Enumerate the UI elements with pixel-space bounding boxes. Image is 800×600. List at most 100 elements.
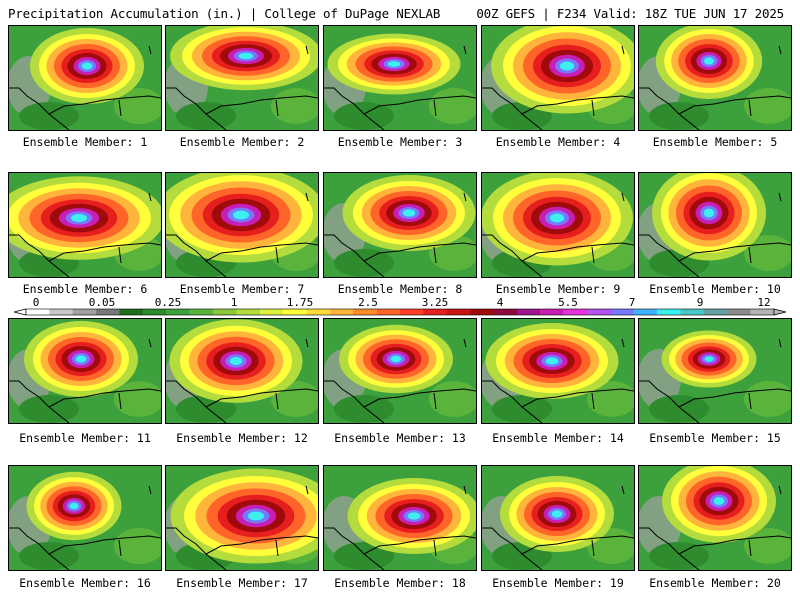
precip-map bbox=[482, 466, 634, 570]
ensemble-member-label: Ensemble Member: 12 bbox=[176, 431, 308, 445]
colorbar-right-arrow bbox=[773, 308, 787, 316]
ensemble-member-label: Ensemble Member: 11 bbox=[19, 431, 151, 445]
ensemble-member-panel bbox=[638, 25, 792, 131]
ensemble-member-panel bbox=[481, 25, 635, 131]
precip-map bbox=[324, 466, 476, 570]
colorbar-swatch bbox=[563, 309, 588, 315]
ensemble-member-panel bbox=[8, 172, 162, 278]
ensemble-member-label: Ensemble Member: 14 bbox=[492, 431, 624, 445]
ensemble-member-label: Ensemble Member: 17 bbox=[176, 576, 308, 590]
colorbar-swatch bbox=[329, 309, 354, 315]
colorbar-swatch bbox=[587, 309, 611, 315]
colorbar-tick-label: 5.5 bbox=[558, 296, 578, 309]
ensemble-member-panel bbox=[481, 465, 635, 571]
ensemble-member-panel bbox=[323, 25, 477, 131]
precip-map bbox=[482, 173, 634, 277]
precip-map bbox=[166, 466, 318, 570]
colorbar-tick-label: 0.05 bbox=[89, 296, 116, 309]
ensemble-member-label: Ensemble Member: 1 bbox=[22, 135, 148, 149]
colorbar-tick-label: 1 bbox=[231, 296, 238, 309]
ensemble-member-panel bbox=[638, 172, 792, 278]
precip-map bbox=[482, 26, 634, 130]
colorbar-swatch bbox=[142, 309, 167, 315]
ensemble-member-panel bbox=[8, 25, 162, 131]
precip-map bbox=[482, 319, 634, 423]
ensemble-member-panel bbox=[481, 318, 635, 424]
ensemble-member-label: Ensemble Member: 7 bbox=[179, 282, 305, 296]
precip-colorbar: 0 0.05 0.25 1 1.75 2.5 3.25 4 5.5 7 9 12 bbox=[13, 296, 787, 316]
precip-map bbox=[9, 466, 161, 570]
ensemble-member-label: Ensemble Member: 8 bbox=[337, 282, 463, 296]
colorbar-tick-label: 0 bbox=[33, 296, 40, 309]
ensemble-member-panel bbox=[323, 318, 477, 424]
ensemble-member-label: Ensemble Member: 13 bbox=[334, 431, 466, 445]
ensemble-member-panel bbox=[165, 25, 319, 131]
model-valid-time: 00Z GEFS | F234 Valid: 18Z TUE JUN 17 20… bbox=[476, 6, 784, 21]
colorbar-swatch bbox=[259, 309, 284, 315]
precip-map bbox=[166, 173, 318, 277]
ensemble-member-label: Ensemble Member: 18 bbox=[334, 576, 466, 590]
colorbar-swatch bbox=[680, 309, 705, 315]
colorbar-swatch bbox=[119, 309, 144, 315]
precip-map bbox=[639, 173, 791, 277]
colorbar-swatch bbox=[703, 309, 728, 315]
ensemble-member-panel bbox=[323, 172, 477, 278]
colorbar-swatch bbox=[49, 309, 73, 315]
ensemble-member-panel bbox=[323, 465, 477, 571]
colorbar-swatch bbox=[166, 309, 190, 315]
colorbar-swatch bbox=[633, 309, 658, 315]
colorbar-swatch bbox=[657, 309, 681, 315]
ensemble-member-label: Ensemble Member: 5 bbox=[652, 135, 778, 149]
colorbar-swatch bbox=[446, 309, 471, 315]
colorbar-tick-label: 7 bbox=[629, 296, 636, 309]
colorbar-swatch bbox=[213, 309, 237, 315]
precip-map bbox=[166, 26, 318, 130]
ensemble-member-label: Ensemble Member: 10 bbox=[649, 282, 781, 296]
colorbar-swatch bbox=[750, 309, 775, 315]
colorbar-swatch bbox=[727, 309, 751, 315]
ensemble-member-panel bbox=[638, 465, 792, 571]
precip-map bbox=[324, 173, 476, 277]
colorbar-tick-label: 4 bbox=[497, 296, 504, 309]
colorbar-swatch bbox=[470, 309, 494, 315]
precip-map bbox=[9, 173, 161, 277]
ensemble-member-label: Ensemble Member: 20 bbox=[649, 576, 781, 590]
ensemble-member-panel bbox=[165, 465, 319, 571]
ensemble-member-label: Ensemble Member: 3 bbox=[337, 135, 463, 149]
precip-map bbox=[166, 319, 318, 423]
precip-map bbox=[9, 319, 161, 423]
colorbar-swatch bbox=[72, 309, 97, 315]
colorbar-tick-label: 9 bbox=[697, 296, 704, 309]
ensemble-member-label: Ensemble Member: 9 bbox=[495, 282, 621, 296]
colorbar-tick-label: 12 bbox=[757, 296, 770, 309]
colorbar-swatch bbox=[189, 309, 214, 315]
colorbar-left-arrow bbox=[13, 308, 27, 316]
colorbar-swatch bbox=[96, 309, 120, 315]
colorbar-swatch bbox=[493, 309, 518, 315]
colorbar-swatch bbox=[516, 309, 541, 315]
colorbar-swatch bbox=[26, 309, 50, 315]
map-title: Precipitation Accumulation (in.) | Colle… bbox=[8, 6, 441, 21]
ensemble-member-panel bbox=[481, 172, 635, 278]
colorbar-swatch bbox=[306, 309, 331, 315]
ensemble-member-panel bbox=[165, 172, 319, 278]
colorbar-tick-label: 1.75 bbox=[287, 296, 314, 309]
precip-map bbox=[639, 319, 791, 423]
colorbar-swatch bbox=[376, 309, 401, 315]
ensemble-member-panel bbox=[165, 318, 319, 424]
colorbar-swatch bbox=[423, 309, 447, 315]
ensemble-member-label: Ensemble Member: 15 bbox=[649, 431, 781, 445]
ensemble-member-panel bbox=[638, 318, 792, 424]
ensemble-member-label: Ensemble Member: 19 bbox=[492, 576, 624, 590]
precip-map bbox=[639, 466, 791, 570]
precip-map bbox=[9, 26, 161, 130]
colorbar-swatch bbox=[610, 309, 634, 315]
ensemble-member-label: Ensemble Member: 6 bbox=[22, 282, 148, 296]
ensemble-member-panel bbox=[8, 465, 162, 571]
colorbar-tick-label: 3.25 bbox=[422, 296, 449, 309]
precip-map bbox=[324, 26, 476, 130]
colorbar-tick-label: 0.25 bbox=[155, 296, 182, 309]
colorbar-swatch bbox=[353, 309, 377, 315]
ensemble-member-label: Ensemble Member: 2 bbox=[179, 135, 305, 149]
